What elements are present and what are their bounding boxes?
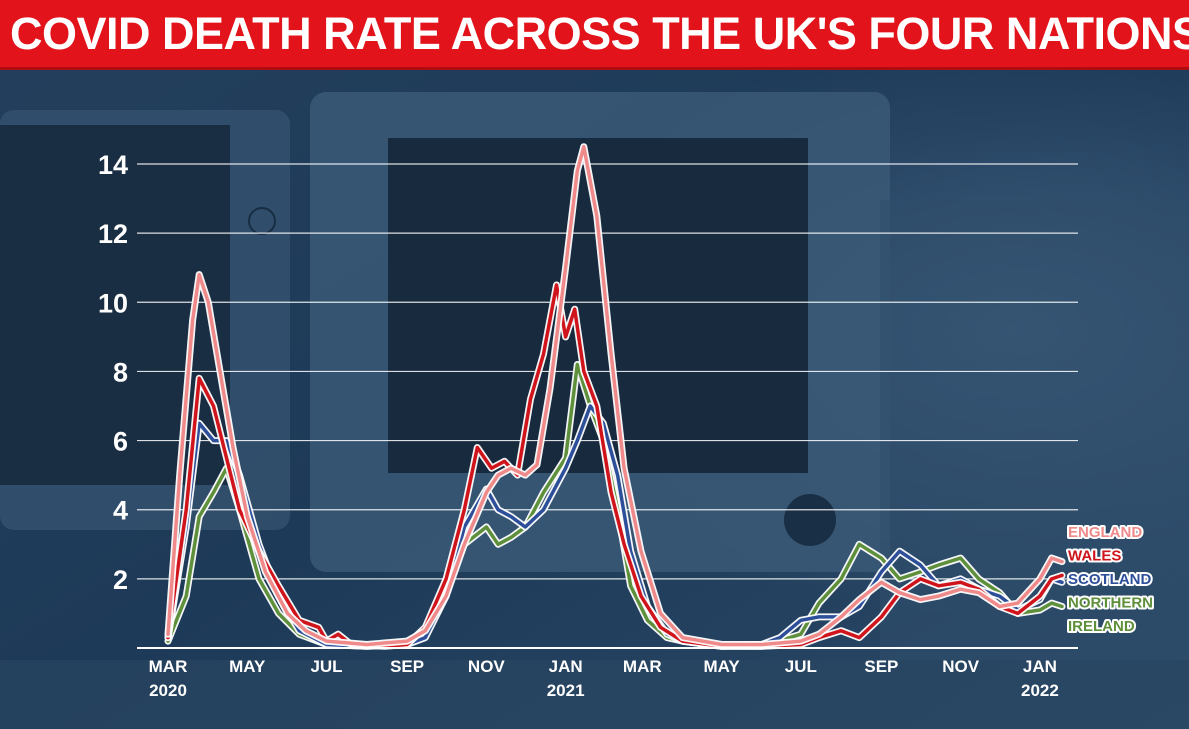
x-tick-label: JUL <box>785 657 817 676</box>
y-tick-label: 10 <box>98 288 128 318</box>
y-tick-label: 12 <box>98 219 128 249</box>
series-line-england <box>166 144 1064 647</box>
x-tick-label: MAR <box>149 657 188 676</box>
legend-label: IRELAND <box>1068 618 1135 635</box>
x-tick-label: JAN <box>1023 657 1057 676</box>
legend-label: ENGLAND <box>1068 524 1142 541</box>
gridlines <box>137 163 1078 580</box>
y-tick-label: 6 <box>113 427 128 457</box>
x-tick-label: SEP <box>390 657 424 676</box>
title-bar: COVID DEATH RATE ACROSS THE UK'S FOUR NA… <box>0 0 1189 70</box>
x-axis-ticks: MAR 2020 MAY JUL SEP NOV JAN 2021 MAR MAY JUL SEP NO… <box>149 657 1059 700</box>
x-tick-year-label: 2021 <box>547 681 585 700</box>
x-tick-label: SEP <box>864 657 898 676</box>
legend: ENGLAND WALES SCOTLAND NORTHERN IRELAND <box>1066 522 1155 637</box>
legend-label: WALES <box>1068 548 1121 565</box>
y-tick-label: 8 <box>113 357 128 387</box>
x-tick-label: NOV <box>942 657 980 676</box>
x-tick-label: NOV <box>468 657 506 676</box>
y-tick-label: 4 <box>113 496 128 526</box>
y-axis-ticks: 2 4 6 8 10 12 14 <box>98 150 128 595</box>
x-tick-year-label: 2020 <box>149 681 187 700</box>
x-tick-label: MAY <box>703 657 740 676</box>
y-tick-label: 14 <box>98 150 128 180</box>
x-tick-label: MAY <box>229 657 266 676</box>
chart-title: COVID DEATH RATE ACROSS THE UK'S FOUR NA… <box>10 8 1189 59</box>
x-tick-label: JUL <box>310 657 342 676</box>
y-tick-label: 2 <box>113 565 128 595</box>
series-line-wales <box>166 283 1064 649</box>
series-line-scotland <box>166 404 1064 649</box>
legend-label: NORTHERN <box>1068 595 1153 612</box>
series-lines <box>164 143 1066 650</box>
x-tick-label: MAR <box>623 657 662 676</box>
x-tick-year-label: 2022 <box>1021 681 1059 700</box>
legend-label: SCOTLAND <box>1068 571 1151 588</box>
x-tick-label: JAN <box>549 657 583 676</box>
series-halo-scotland <box>164 402 1066 650</box>
